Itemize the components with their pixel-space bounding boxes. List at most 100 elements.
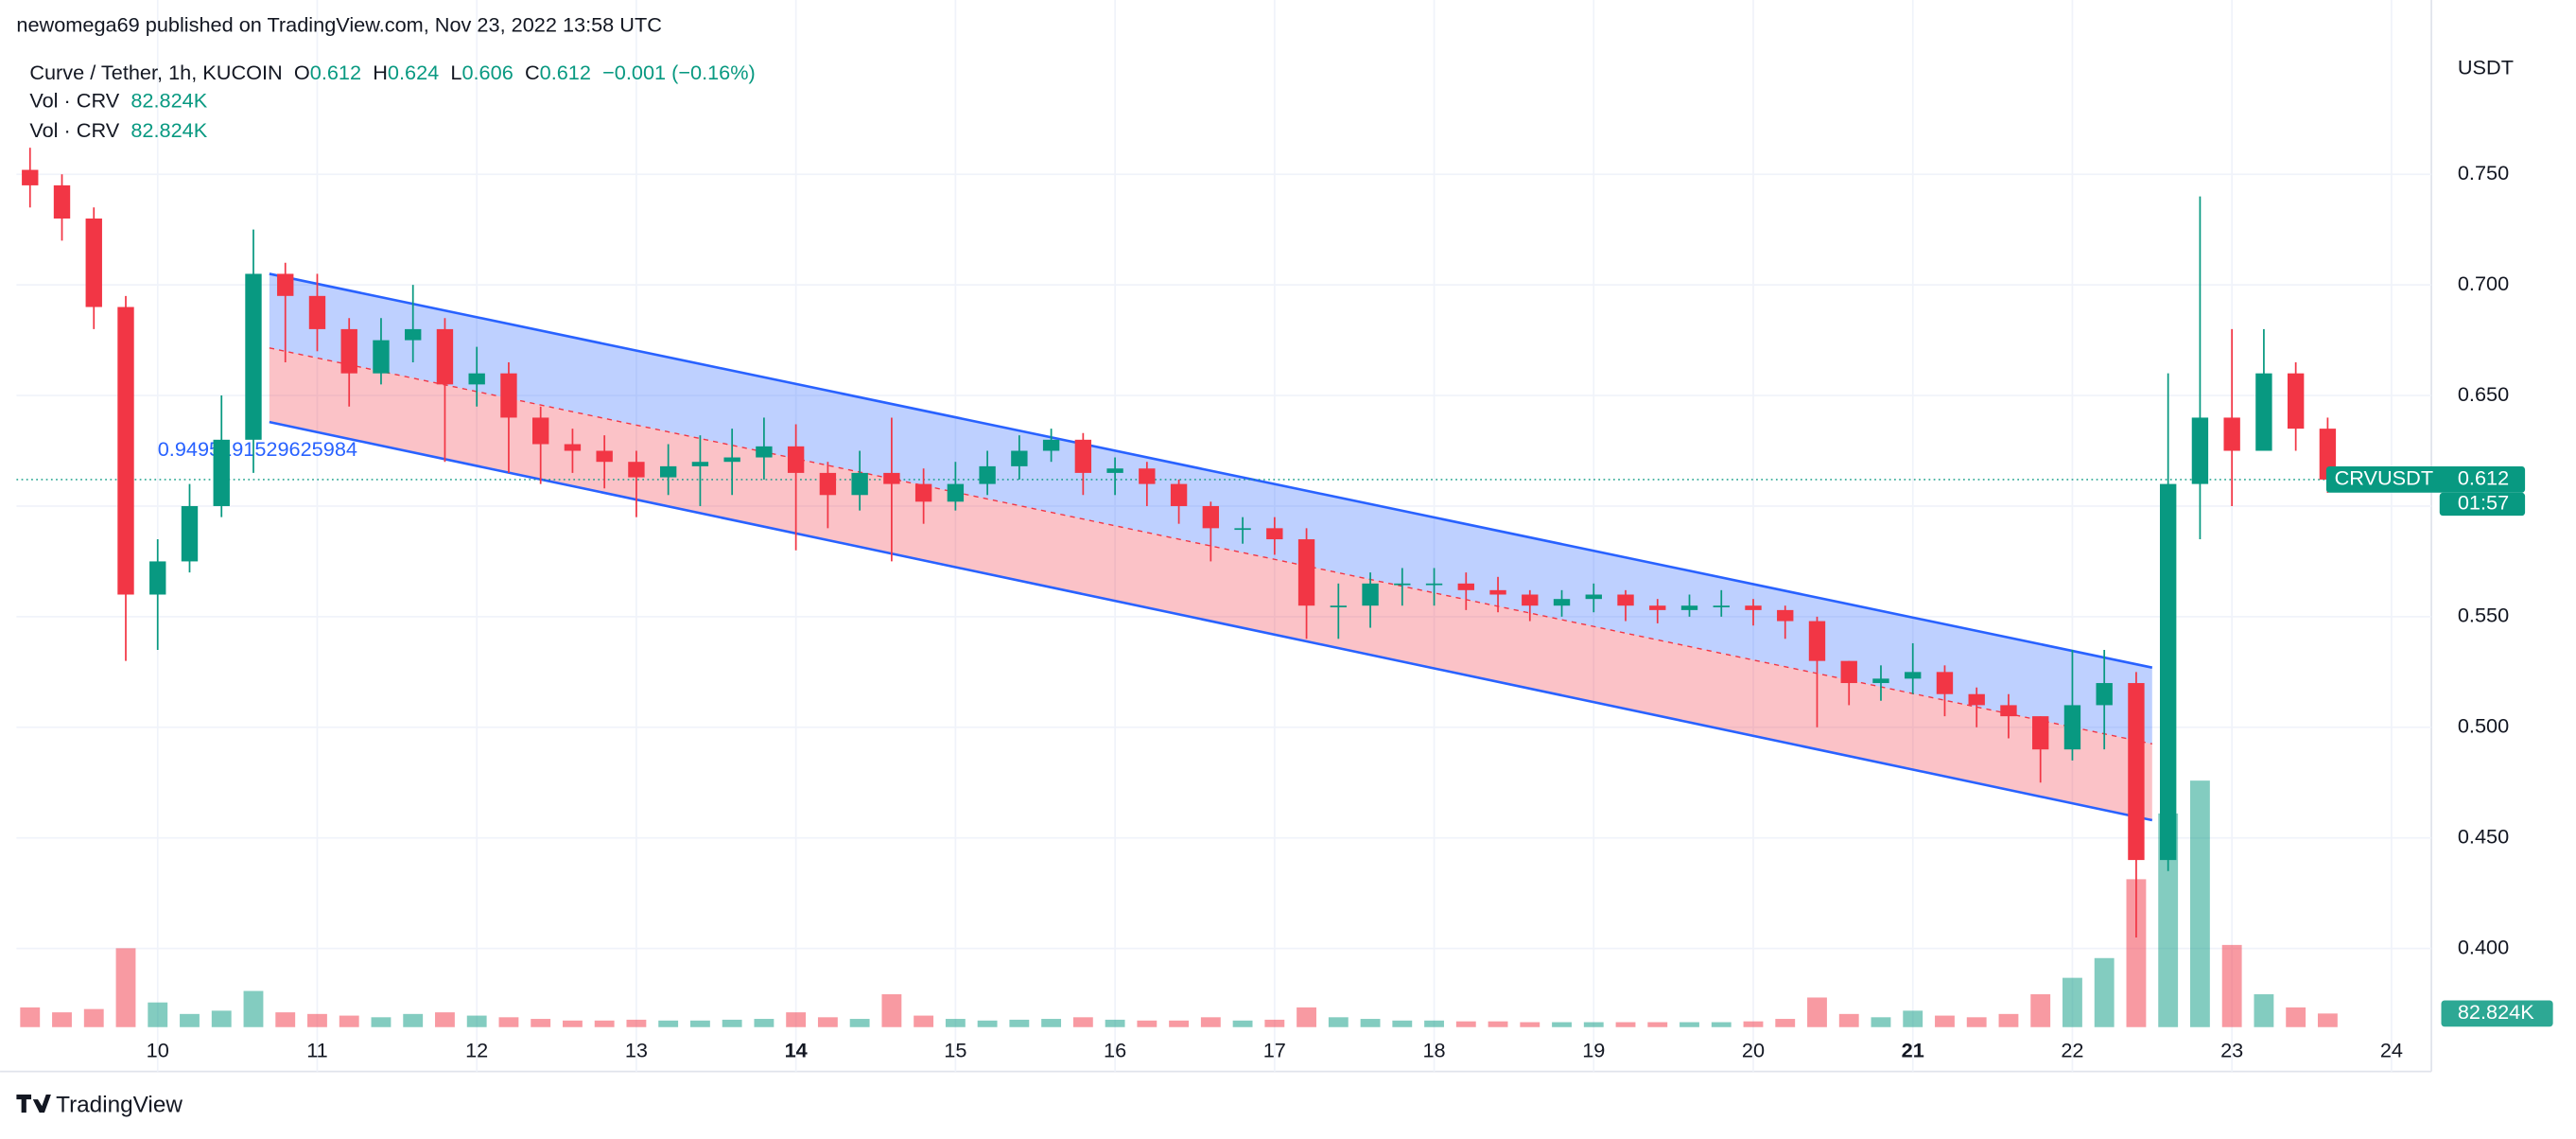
- volume-bar: [1966, 1017, 1987, 1027]
- volume-bar: [626, 1019, 647, 1027]
- candle-body: [1553, 599, 1571, 606]
- x-tick-label: 20: [1742, 1039, 1765, 1062]
- volume-bar: [243, 990, 264, 1027]
- volume-bar: [881, 993, 902, 1027]
- volume-bar: [1232, 1020, 1253, 1027]
- y-tick-label: 0.650: [2458, 382, 2509, 406]
- volume-bar: [1552, 1022, 1572, 1027]
- volume-bar: [1488, 1021, 1508, 1027]
- candle-body: [628, 462, 645, 478]
- candle-body: [149, 561, 166, 595]
- o-value: 0.612: [310, 61, 361, 84]
- candle-body: [1457, 583, 1474, 590]
- y-tick-label: 0.450: [2458, 824, 2509, 848]
- x-tick-label: 13: [625, 1039, 648, 1062]
- candle-body: [1936, 672, 1954, 694]
- volume-bar: [563, 1020, 583, 1027]
- volume-tag-value: 82.824K: [2458, 1000, 2534, 1024]
- symbol: Curve / Tether, 1h, KUCOIN: [29, 61, 282, 84]
- volume-bar: [1615, 1022, 1636, 1027]
- legend-row: Curve / Tether, 1h, KUCOIN O0.612 H0.624 L0…: [29, 61, 755, 84]
- volume-bar: [1743, 1021, 1764, 1027]
- volume-bar: [2254, 993, 2274, 1027]
- h-value: 0.624: [388, 61, 439, 84]
- volume-bar: [115, 948, 136, 1027]
- candle-body: [468, 373, 485, 385]
- volume-bar: [1392, 1020, 1413, 1027]
- volume-bar: [1520, 1022, 1540, 1027]
- x-tick-label: 19: [1582, 1039, 1605, 1062]
- volume-bar: [148, 1002, 168, 1027]
- volume-bar: [786, 1012, 807, 1027]
- candle-body: [373, 340, 390, 374]
- volume-bar: [594, 1020, 615, 1027]
- channel-lower-fill: [269, 347, 2152, 821]
- l-value: 0.606: [461, 61, 513, 84]
- x-tick-label: 14: [785, 1039, 808, 1062]
- channel-label: 0.9495191529625984: [158, 437, 357, 461]
- y-tick-label: 0.400: [2458, 935, 2509, 958]
- volume-bar: [371, 1017, 392, 1027]
- candle-body: [596, 450, 613, 463]
- volume-bar: [1009, 1019, 1030, 1027]
- candle-body: [500, 373, 517, 418]
- candle-body: [1777, 609, 1794, 622]
- candle-body: [691, 462, 709, 466]
- x-tick-label: 17: [1263, 1039, 1286, 1062]
- volume-bar: [2126, 879, 2147, 1027]
- volume-bar: [754, 1019, 775, 1027]
- x-tick-label: 18: [1422, 1039, 1445, 1062]
- volume-bar: [435, 1012, 455, 1027]
- volume-bar: [2030, 993, 2051, 1027]
- volume-bar: [977, 1020, 998, 1027]
- volume-bar: [1647, 1022, 1668, 1027]
- volume-bar: [83, 1008, 104, 1027]
- volume-bar: [2190, 780, 2210, 1027]
- candle-body: [1840, 660, 1857, 684]
- volume-legend: Vol · CRV 82.824K: [29, 118, 207, 142]
- candle-body: [1872, 678, 1889, 684]
- price-tag: [2325, 466, 2526, 493]
- x-tick-label: 21: [1902, 1039, 1924, 1062]
- volume-bar: [1583, 1022, 1604, 1027]
- candle-body: [1585, 594, 1602, 600]
- currency: USDT: [2458, 56, 2514, 79]
- candle-body: [1522, 594, 1539, 606]
- logo-icon: [16, 1094, 51, 1113]
- candle-body: [1745, 605, 1762, 610]
- candle-body: [340, 328, 357, 374]
- candle-body: [85, 218, 102, 307]
- volume-bar: [180, 1013, 200, 1027]
- candle-body: [1234, 528, 1251, 531]
- candle-body: [1425, 583, 1443, 586]
- candle-body: [787, 446, 805, 473]
- volume-bar: [466, 1015, 487, 1027]
- candle-body: [22, 169, 39, 185]
- y-tick-label: 0.550: [2458, 604, 2509, 627]
- candle-body: [1617, 594, 1634, 606]
- candle-body: [1297, 539, 1315, 606]
- volume-bar: [1297, 1007, 1316, 1027]
- candle-body: [883, 472, 900, 484]
- candle-body: [1011, 450, 1028, 466]
- volume-bar: [403, 1013, 424, 1027]
- candle-body: [947, 483, 965, 502]
- candle-body: [564, 444, 582, 451]
- change: −0.001 (−0.16%): [602, 61, 756, 84]
- volume-bar: [1807, 997, 1827, 1027]
- volume-bar: [20, 1007, 41, 1027]
- volume-bar: [1105, 1019, 1125, 1027]
- candle-body: [1713, 605, 1730, 607]
- logo: TradingView: [56, 1093, 183, 1118]
- volume-bar: [339, 1015, 359, 1027]
- volume-bar: [849, 1019, 870, 1027]
- candle-body: [2255, 373, 2272, 451]
- volume-bar: [1424, 1020, 1444, 1027]
- vol-name: Vol · CRV: [29, 118, 119, 142]
- volume-bar: [2094, 957, 2115, 1027]
- price-tag-value: 0.612: [2458, 466, 2509, 490]
- channel-upper-line: [269, 272, 2153, 669]
- candle-body: [1266, 528, 1283, 540]
- volume-bar: [1775, 1019, 1796, 1027]
- volume-bar: [1838, 1013, 1859, 1027]
